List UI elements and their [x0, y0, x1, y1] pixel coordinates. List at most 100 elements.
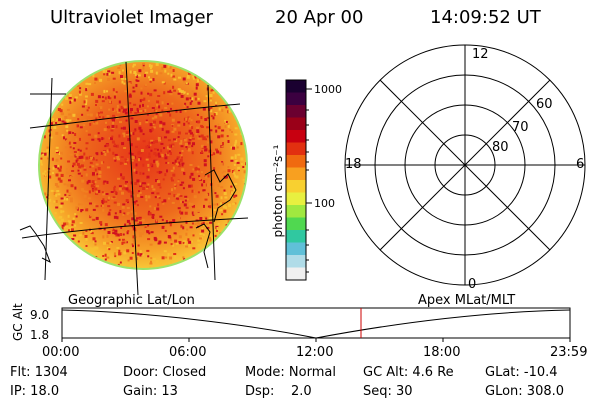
emission-pixel	[73, 151, 77, 153]
colorbar-band	[286, 205, 306, 218]
emission-pixel	[230, 156, 234, 160]
emission-pixel	[214, 125, 217, 128]
emission-pixel	[112, 232, 116, 235]
emission-pixel	[78, 234, 82, 237]
emission-pixel	[194, 250, 198, 253]
emission-pixel	[200, 171, 203, 174]
emission-pixel	[139, 99, 142, 103]
emission-pixel	[182, 77, 186, 81]
emission-pixel	[185, 132, 188, 135]
emission-pixel	[129, 102, 132, 105]
emission-pixel	[92, 172, 95, 176]
emission-pixel	[215, 140, 218, 144]
emission-pixel	[54, 165, 58, 169]
emission-pixel	[243, 181, 246, 184]
emission-pixel	[110, 191, 114, 193]
emission-pixel	[59, 204, 63, 208]
emission-pixel	[106, 72, 109, 76]
emission-pixel	[60, 197, 64, 200]
emission-pixel	[101, 96, 104, 99]
emission-pixel	[132, 245, 134, 248]
emission-pixel	[94, 172, 97, 175]
emission-pixel	[142, 103, 144, 107]
instrument-title: Ultraviolet Imager	[50, 7, 213, 28]
emission-pixel	[75, 153, 79, 157]
emission-pixel	[135, 84, 138, 88]
emission-pixel	[177, 216, 181, 220]
emission-pixel	[123, 212, 126, 215]
emission-pixel	[106, 90, 108, 93]
emission-pixel	[159, 215, 163, 218]
emission-pixel	[184, 102, 187, 106]
status-flight: Flt: 1304	[10, 365, 68, 380]
emission-pixel	[85, 156, 89, 160]
emission-pixel	[131, 156, 135, 160]
emission-pixel	[91, 180, 95, 184]
emission-pixel	[126, 231, 129, 235]
emission-pixel	[169, 113, 172, 117]
emission-pixel	[155, 219, 158, 222]
emission-pixel	[58, 118, 62, 122]
emission-pixel	[190, 184, 193, 188]
emission-pixel	[149, 129, 152, 133]
emission-pixel	[113, 187, 116, 190]
emission-pixel	[167, 253, 170, 257]
emission-pixel	[198, 78, 201, 81]
emission-pixel	[95, 152, 98, 155]
emission-pixel	[112, 121, 115, 125]
emission-pixel	[213, 209, 216, 211]
emission-pixel	[105, 200, 108, 203]
emission-pixel	[73, 98, 76, 102]
emission-pixel	[65, 171, 69, 175]
emission-pixel	[118, 238, 121, 241]
emission-pixel	[190, 172, 194, 176]
emission-pixel	[177, 121, 181, 124]
emission-pixel	[116, 156, 120, 159]
emission-pixel	[60, 218, 64, 222]
altitude-ymax: 9.0	[30, 308, 50, 322]
emission-pixel	[43, 151, 46, 154]
status-gain: Gain: 13	[123, 384, 178, 399]
emission-pixel	[217, 184, 220, 187]
emission-pixel	[197, 136, 201, 140]
emission-pixel	[132, 86, 135, 89]
emission-pixel	[201, 144, 204, 148]
emission-pixel	[89, 213, 93, 217]
emission-pixel	[149, 123, 153, 127]
emission-pixel	[192, 247, 196, 250]
emission-pixel	[102, 255, 105, 257]
emission-pixel	[158, 155, 162, 158]
emission-pixel	[79, 149, 82, 152]
emission-pixel	[93, 185, 96, 188]
emission-pixel	[129, 93, 132, 97]
emission-pixel	[155, 109, 158, 113]
emission-pixel	[207, 174, 210, 178]
emission-pixel	[140, 196, 144, 198]
emission-pixel	[172, 244, 175, 247]
emission-pixel	[182, 241, 186, 244]
emission-pixel	[78, 92, 82, 96]
emission-pixel	[132, 65, 135, 68]
mlat-label-80: 80	[492, 140, 509, 155]
emission-pixel	[118, 134, 121, 138]
emission-pixel	[227, 220, 230, 224]
status-ip: IP: 18.0	[10, 384, 60, 399]
emission-pixel	[224, 196, 228, 199]
emission-pixel	[212, 116, 215, 120]
emission-pixel	[131, 225, 134, 228]
emission-pixel	[236, 146, 239, 149]
emission-pixel	[126, 212, 129, 216]
emission-pixel	[63, 121, 67, 125]
emission-pixel	[173, 78, 177, 81]
emission-pixel	[137, 252, 140, 256]
emission-pixel	[150, 260, 152, 264]
emission-pixel	[111, 135, 114, 138]
emission-pixel	[48, 129, 51, 133]
emission-pixel	[147, 183, 150, 186]
emission-pixel	[201, 150, 203, 154]
emission-pixel	[118, 185, 122, 188]
emission-pixel	[153, 89, 157, 92]
emission-pixel	[130, 191, 134, 195]
emission-pixel	[191, 211, 194, 215]
